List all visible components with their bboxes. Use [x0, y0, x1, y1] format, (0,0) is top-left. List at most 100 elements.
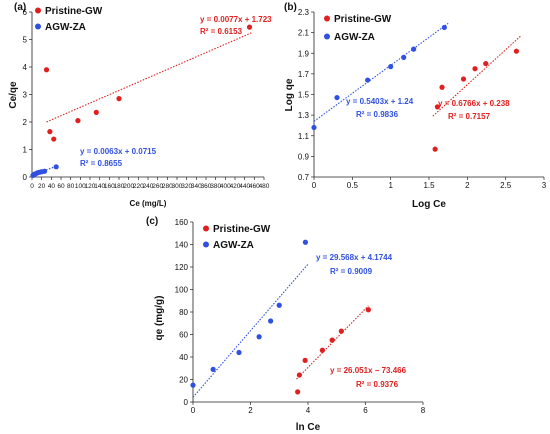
- legend-entry: AGW-ZA: [45, 22, 86, 33]
- data-point: [365, 307, 371, 313]
- x-tick-label: 280: [162, 183, 173, 190]
- data-point: [246, 24, 253, 30]
- data-point: [441, 24, 447, 31]
- y-tick-label: 1.7: [298, 70, 310, 79]
- data-point: [47, 129, 53, 135]
- data-point: [116, 96, 122, 102]
- y-tick-label: 5: [23, 36, 28, 45]
- data-point: [75, 118, 81, 124]
- x-tick-label: 0: [30, 183, 34, 190]
- data-point: [268, 318, 274, 324]
- trend-equation: y = 26.051x − 73.466: [330, 366, 407, 375]
- data-point: [513, 48, 520, 54]
- x-tick-label: 140: [94, 183, 105, 190]
- y-tick-label: 40: [179, 353, 188, 362]
- x-tick-label: 20: [38, 183, 46, 190]
- x-tick-label: 120: [85, 183, 96, 190]
- y-tick-label: 0: [23, 173, 28, 182]
- x-axis-label: ln Ce: [296, 422, 321, 433]
- y-tick-label: 1.5: [298, 91, 310, 100]
- r-squared-label: R² = 0.9376: [356, 380, 399, 389]
- x-tick-label: 200: [123, 183, 134, 190]
- x-tick-label: 2: [248, 406, 253, 415]
- y-tick-label: 6: [23, 8, 28, 17]
- legend-marker: [203, 241, 209, 248]
- data-point: [311, 124, 317, 131]
- data-point: [276, 302, 282, 308]
- legend-marker: [203, 225, 209, 232]
- y-tick-label: 1.3: [298, 111, 310, 120]
- x-tick-label: 0.5: [347, 181, 359, 190]
- series-pristine-gw: y = 0.0077x + 1.723 R² = 0.6153: [43, 15, 272, 142]
- y-axis-label: Ce/qe: [8, 81, 19, 109]
- x-tick-label: 340: [191, 183, 202, 190]
- x-tick-label: 80: [67, 183, 75, 190]
- trend-equation: y = 0.6766x + 0.238: [438, 99, 510, 108]
- x-tick-label: 2: [465, 181, 470, 190]
- r-squared-label: R² = 0.9009: [330, 267, 373, 276]
- x-tick-label: 40: [48, 183, 56, 190]
- data-point: [256, 334, 262, 340]
- legend-entry: Pristine-GW: [45, 6, 103, 17]
- y-tick-label: 3: [23, 91, 28, 100]
- y-tick-label: 60: [179, 331, 188, 340]
- x-tick-label: 0: [312, 181, 317, 190]
- y-tick-label: 160: [175, 218, 189, 227]
- y-tick-label: 80: [179, 308, 188, 317]
- x-axis-label: Ce (mg/L): [130, 199, 167, 208]
- y-tick-label: 0.7: [298, 173, 310, 182]
- y-tick-label: 0.9: [298, 152, 310, 161]
- trend-line: [313, 22, 449, 122]
- x-tick-label: 0: [191, 406, 196, 415]
- legend-entry: Pristine-GW: [334, 14, 392, 25]
- x-tick-label: 300: [172, 183, 183, 190]
- x-tick-label: 360: [201, 183, 212, 190]
- y-tick-label: 2: [23, 118, 28, 127]
- data-point: [388, 64, 394, 70]
- x-tick-label: 100: [75, 183, 86, 190]
- data-point: [411, 46, 417, 52]
- x-tick-label: 320: [181, 183, 192, 190]
- trend-line: [192, 263, 309, 398]
- legend-marker: [35, 23, 41, 30]
- data-point: [472, 66, 478, 72]
- y-axis-label: Log qe: [284, 78, 295, 111]
- y-tick-label: 20: [179, 376, 188, 385]
- legend-entry: AGW-ZA: [213, 240, 254, 251]
- x-tick-label: 380: [210, 183, 221, 190]
- data-point: [439, 84, 445, 90]
- data-point: [43, 67, 50, 73]
- legend-entry: AGW-ZA: [334, 32, 375, 43]
- x-tick-label: 480: [259, 183, 270, 190]
- x-tick-label: 8: [421, 406, 426, 415]
- y-tick-label: 1.9: [298, 49, 310, 58]
- y-tick-label: 2.1: [298, 29, 310, 38]
- series-pristine-gw: y = 0.6766x + 0.238 R² = 0.7157: [432, 35, 522, 152]
- y-tick-label: 1: [23, 146, 28, 155]
- r-squared-label: R² = 0.6153: [200, 27, 243, 36]
- data-point: [302, 357, 308, 363]
- x-tick-label: 180: [114, 183, 125, 190]
- x-tick-label: 2.5: [500, 181, 512, 190]
- x-tick-label: 260: [152, 183, 163, 190]
- chart-panel-2: 0 0.5 1 1.5 2 2.5 3 0.7 0.9 1.1 1.3 1.5 1.7 1.9 2.1 2.3…: [284, 2, 547, 210]
- x-tick-label: 440: [239, 183, 250, 190]
- data-point: [334, 94, 340, 101]
- x-tick-label: 220: [133, 183, 144, 190]
- y-tick-label: 100: [175, 286, 189, 295]
- panel-label: (a): [14, 2, 26, 13]
- x-tick-label: 460: [249, 183, 260, 190]
- data-point: [432, 146, 438, 152]
- trend-equation: y = 0.5403x + 1.24: [346, 97, 414, 106]
- data-point: [210, 366, 216, 372]
- x-tick-label: 3: [542, 181, 547, 190]
- x-tick-label: 420: [230, 183, 241, 190]
- y-tick-label: 4: [23, 63, 28, 72]
- trend-line: [46, 32, 253, 123]
- x-tick-label: 400: [220, 183, 231, 190]
- legend-marker: [35, 7, 41, 14]
- series-pristine-gw: y = 26.051x − 73.466 R² = 0.9376: [295, 305, 407, 395]
- data-point: [295, 389, 301, 395]
- x-tick-label: 160: [104, 183, 115, 190]
